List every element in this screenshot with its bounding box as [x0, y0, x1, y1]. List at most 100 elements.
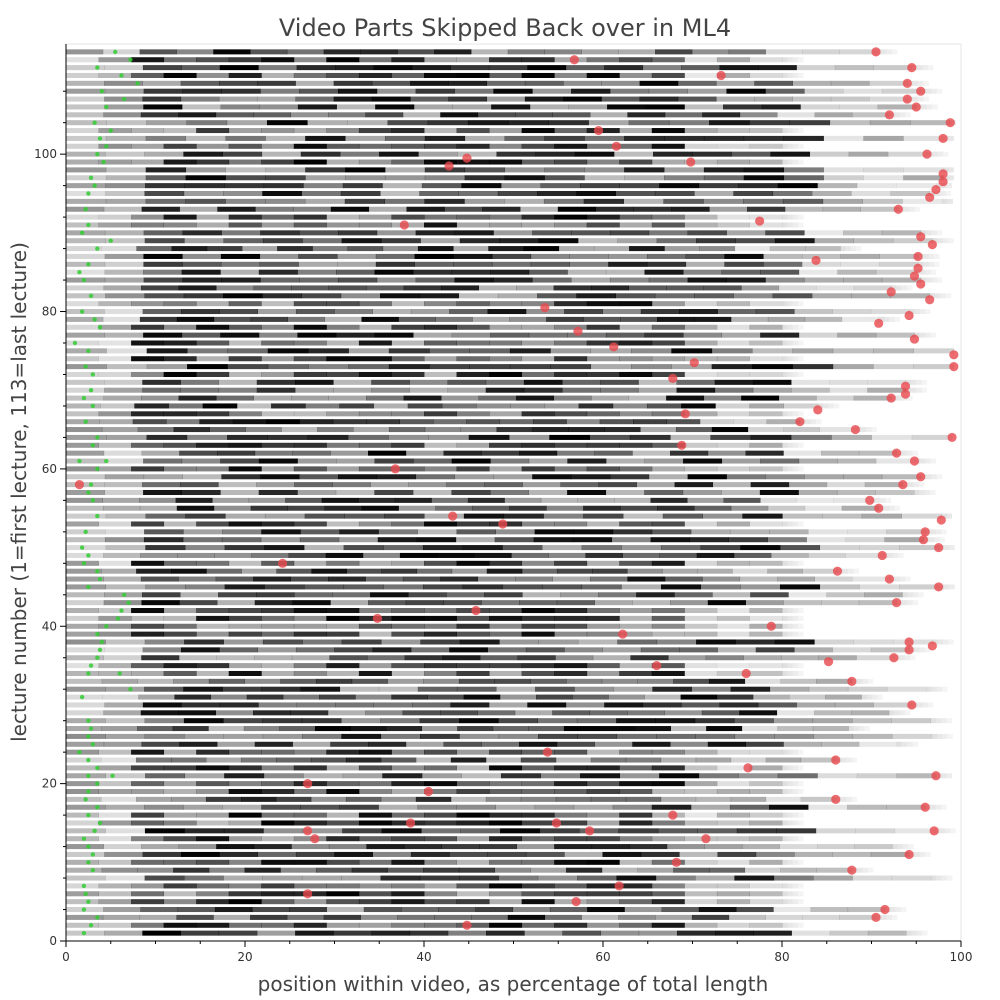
lecture-bar-49 — [66, 552, 904, 558]
green-point-40 — [104, 458, 109, 464]
bar-segment — [351, 678, 388, 684]
bar-segment — [847, 529, 887, 535]
bar-segment — [326, 72, 360, 78]
bar-segment — [812, 726, 849, 732]
bar-segment — [218, 482, 257, 488]
bar-segment — [642, 702, 682, 708]
bar-segment — [228, 899, 262, 905]
bar-tail — [930, 458, 936, 464]
bar-segment — [619, 57, 653, 63]
bar-segment — [228, 820, 262, 826]
bar-segment — [391, 72, 425, 78]
bar-tail — [936, 230, 943, 236]
green-point-31 — [83, 364, 88, 369]
bar-segment — [534, 529, 575, 535]
lecture-bar-23 — [66, 757, 858, 763]
bar-tail — [901, 450, 908, 456]
bar-segment — [241, 246, 278, 252]
bar-segment — [481, 600, 520, 606]
bar-segment — [556, 568, 593, 574]
bar-tail — [860, 427, 867, 433]
bar-segment — [381, 828, 422, 834]
red-point-62 — [498, 519, 508, 529]
bar-segment — [183, 529, 223, 535]
bar-segment — [294, 482, 333, 488]
bar-segment — [676, 387, 716, 393]
bar-segment — [421, 726, 458, 732]
lecture-bar-30 — [66, 702, 934, 708]
bar-segment — [105, 718, 145, 724]
bar-segment — [693, 505, 732, 511]
bar-segment — [66, 49, 104, 55]
bar-segment — [448, 96, 488, 102]
bar-segment — [219, 851, 259, 857]
bar-segment — [554, 324, 588, 330]
green-point-78 — [83, 797, 88, 802]
bar-segment — [131, 57, 165, 63]
bar-segment — [792, 80, 832, 86]
bar-segment — [489, 222, 523, 228]
bar-segment — [554, 222, 588, 228]
bar-segment — [98, 72, 132, 78]
bar-segment — [213, 49, 251, 55]
green-point-60 — [97, 647, 103, 653]
bar-segment — [413, 458, 453, 464]
bar-segment — [380, 796, 417, 802]
bar-tail — [936, 733, 943, 739]
bar-segment — [740, 545, 781, 551]
lecture-bar-97 — [66, 175, 954, 181]
red-point-27 — [913, 251, 923, 262]
bar-segment — [98, 781, 132, 787]
bar-segment — [702, 513, 743, 519]
bar-segment — [624, 907, 662, 913]
bar-segment — [358, 883, 392, 889]
bar-segment — [131, 615, 165, 621]
bar-segment — [554, 749, 588, 755]
bar-tail — [899, 655, 905, 661]
bar-segment — [391, 615, 425, 621]
green-point-38 — [90, 443, 96, 448]
bar-segment — [716, 159, 750, 165]
bar-segment — [260, 230, 300, 236]
lecture-bar-105 — [66, 112, 911, 118]
bar-segment — [223, 293, 263, 299]
bar-segment — [261, 151, 302, 157]
bar-segment — [598, 592, 637, 598]
bar-tail — [913, 482, 919, 488]
bar-segment — [516, 285, 555, 291]
bar-segment — [726, 88, 766, 94]
lecture-bar-19 — [66, 788, 804, 795]
bar-segment — [520, 796, 557, 802]
bar-segment — [619, 891, 653, 897]
bar-segment — [854, 844, 893, 850]
red-point-58 — [865, 495, 875, 505]
bar-segment — [228, 560, 262, 566]
bar-segment — [105, 828, 146, 834]
bar-segment — [719, 702, 759, 708]
bar-segment — [651, 57, 685, 63]
bar-tail — [937, 238, 944, 244]
bar-segment — [261, 820, 295, 826]
lecture-bar-44 — [66, 592, 924, 598]
green-point-47 — [79, 545, 85, 550]
bar-segment — [98, 820, 132, 826]
bar-segment — [619, 836, 653, 842]
bar-segment — [424, 883, 457, 889]
bar-segment — [772, 190, 813, 197]
bar-segment — [295, 309, 335, 315]
bar-segment — [734, 246, 771, 252]
bar-segment — [228, 670, 262, 676]
bar-segment — [424, 57, 457, 63]
bar-segment — [734, 718, 774, 724]
bar-segment — [629, 246, 665, 252]
bar-segment — [619, 324, 653, 330]
bar-segment — [218, 387, 258, 393]
bar-segment — [223, 733, 264, 739]
bar-segment — [579, 828, 619, 834]
bar-segment — [509, 364, 551, 370]
bar-segment — [66, 710, 104, 716]
bar-segment — [586, 340, 620, 346]
red-point-82 — [741, 668, 751, 679]
bar-segment — [295, 80, 335, 86]
bar-tail — [842, 568, 849, 574]
